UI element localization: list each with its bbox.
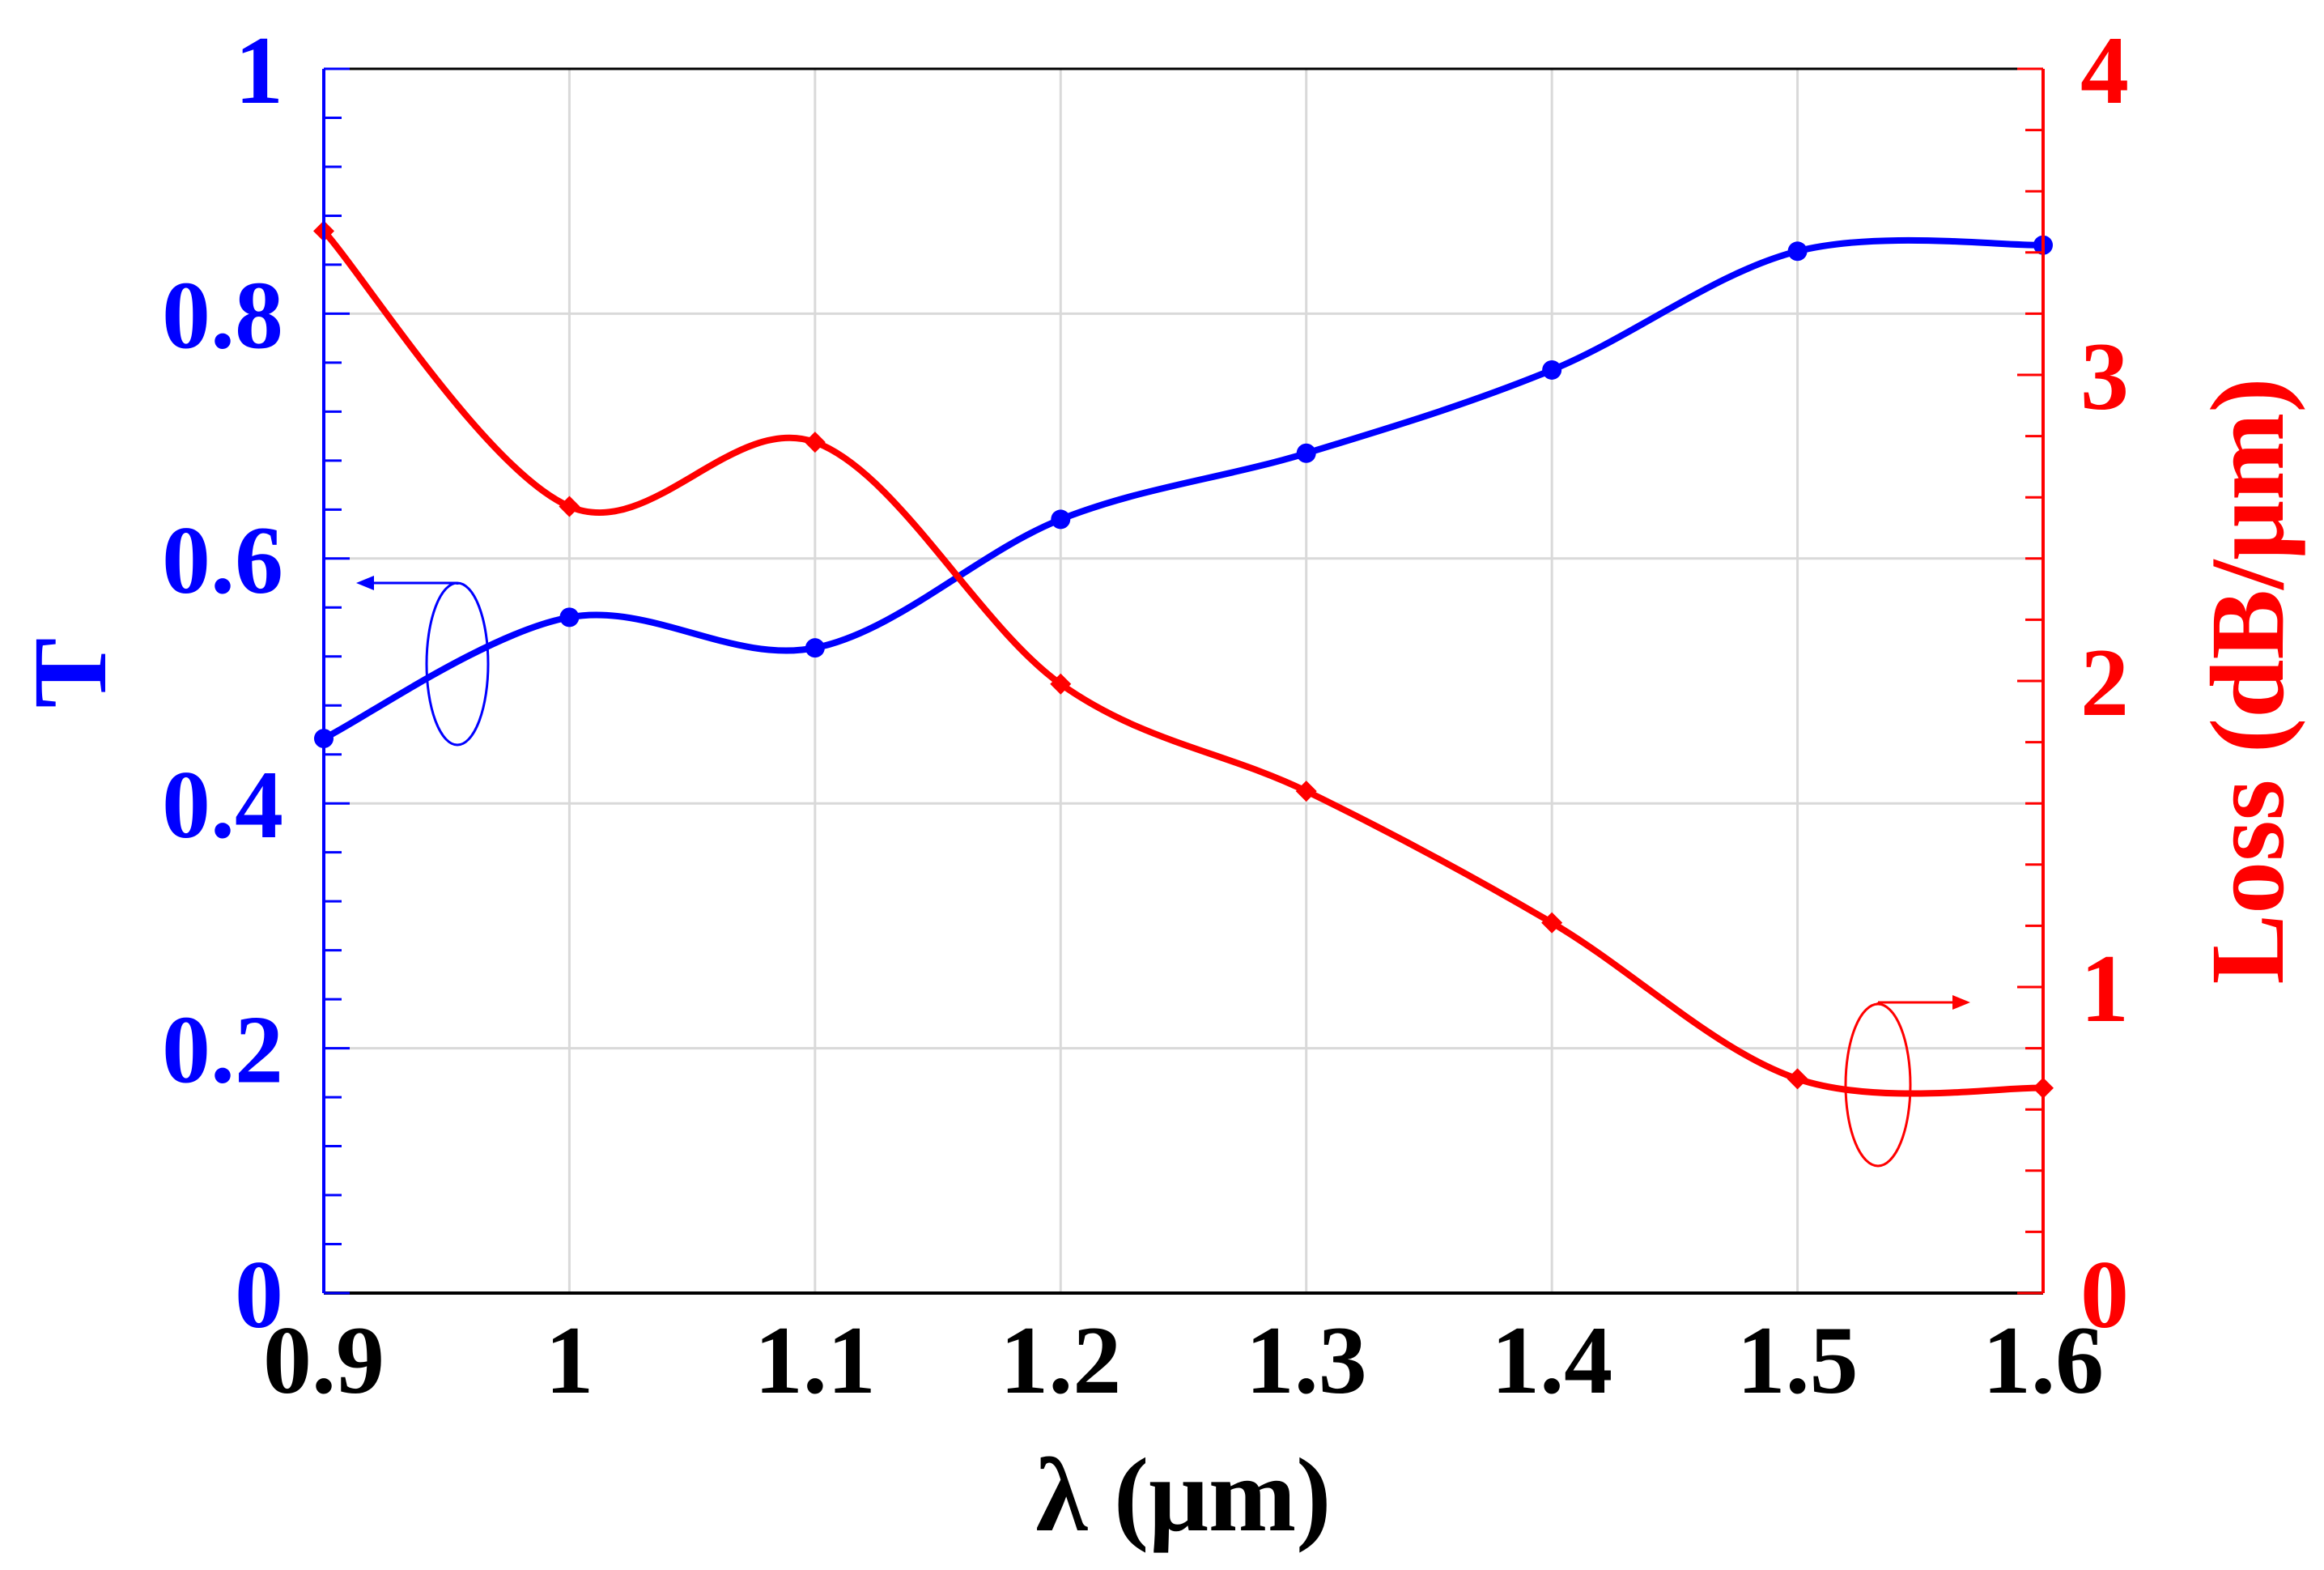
right-y-tick-label: 3 <box>2080 322 2129 430</box>
data-point-diamond <box>559 496 580 517</box>
x-tick-label: 1.6 <box>1982 1306 2104 1414</box>
left-y-tick-label: 0.6 <box>162 506 283 614</box>
x-axis-title: λ (μm) <box>1036 1437 1332 1554</box>
axis-indicator-annotations <box>356 576 1970 1168</box>
x-tick-label: 1.2 <box>1000 1306 1121 1414</box>
x-tick-label: 1 <box>545 1306 593 1414</box>
x-tick-label: 0.9 <box>263 1306 385 1414</box>
right-y-tick-label: 1 <box>2080 934 2129 1042</box>
x-tick-label: 1.1 <box>754 1306 876 1414</box>
left-y-tick-label: 1 <box>235 16 283 124</box>
data-point-circle <box>1296 443 1316 463</box>
data-point-diamond <box>804 432 826 453</box>
data-point-circle <box>805 638 825 658</box>
data-point-diamond <box>1295 781 1317 802</box>
right-y-tick-label: 0 <box>2080 1240 2129 1348</box>
right-series-ellipse <box>1844 1002 1912 1168</box>
series-layer <box>313 220 2054 1099</box>
data-point-circle <box>1542 360 1562 380</box>
data-point-circle <box>1787 241 1808 262</box>
left-y-tick-label: 0.8 <box>162 261 283 368</box>
right-y-tick-label: 4 <box>2080 16 2129 124</box>
right-series-line <box>321 228 2044 1097</box>
left-y-axis-title: T <box>12 638 129 708</box>
right-y-axis-title: Loss (dB/μm) <box>2190 377 2306 984</box>
axes: 0.9 1 1.1 1.2 1.3 1.4 1.5 1.600.20.40.60.810123… <box>162 16 2129 1414</box>
x-tick-label: 1.3 <box>1246 1306 1367 1414</box>
left-series-line <box>322 236 2044 742</box>
right-indicator-arrow-head <box>1952 995 1970 1010</box>
data-point-circle <box>559 607 580 628</box>
data-point-diamond <box>1050 673 1072 695</box>
left-indicator-arrow-head <box>356 576 374 590</box>
left-y-tick-label: 0.4 <box>162 751 283 858</box>
data-point-diamond <box>1541 912 1563 934</box>
x-tick-label: 1.4 <box>1491 1306 1612 1414</box>
left-y-tick-label: 0 <box>235 1240 283 1348</box>
right-y-tick-label: 2 <box>2080 628 2129 736</box>
x-tick-label: 1.5 <box>1737 1306 1859 1414</box>
data-point-diamond <box>1787 1068 1808 1090</box>
data-point-circle <box>1051 509 1071 530</box>
left-y-tick-label: 0.2 <box>162 996 283 1104</box>
